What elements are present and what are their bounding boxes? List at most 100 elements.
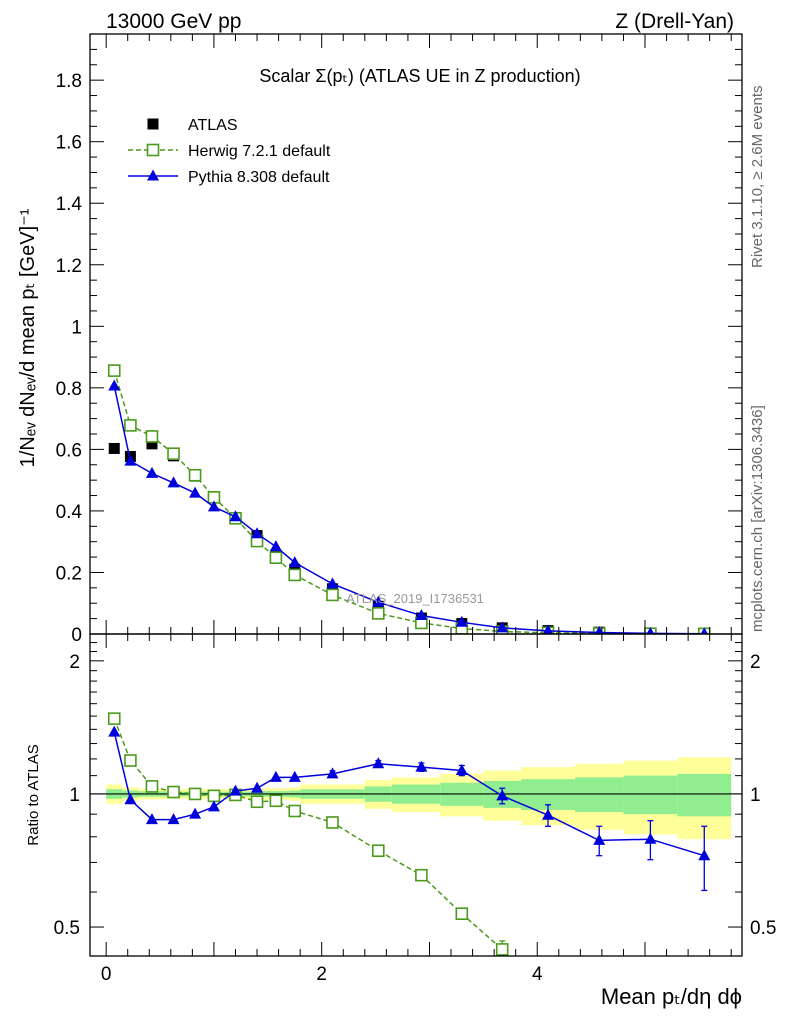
data-point [288, 556, 301, 568]
rivet-info: Rivet 3.1.10, ≥ 2.6M events [749, 86, 766, 269]
ratio-point [288, 770, 301, 782]
data-point [167, 447, 180, 460]
ratio-point [496, 789, 509, 801]
ratio-point [593, 833, 606, 845]
data-point [146, 438, 158, 450]
data-point [542, 624, 554, 634]
ratio-point [108, 725, 121, 737]
ratio-point [371, 844, 385, 858]
ratio-series-1 [108, 725, 711, 892]
mcplots-info: mcplots.cern.ch [arXiv:1306.3436] [749, 405, 766, 632]
legend-entry: Pythia 8.308 default [128, 169, 330, 186]
ratio-series [107, 712, 711, 996]
y-tick-label: 0.4 [56, 502, 83, 523]
legend: ATLAS Herwig 7.2.1 default Pythia 8.308 de… [128, 117, 331, 186]
data-point [326, 577, 339, 589]
y-tick-label: 0.8 [56, 379, 82, 400]
ratio-y-axis: 0.5 0.5 1 1 2 2 [54, 642, 776, 939]
ratio-point [145, 813, 158, 825]
y-tick-label: 0.6 [56, 440, 82, 461]
ratio-point [167, 785, 180, 799]
data-point [124, 454, 137, 466]
ratio-point [269, 794, 283, 808]
ratio-point [167, 813, 180, 825]
ratio-y-tick-label-right: 0.5 [750, 918, 776, 939]
ratio-point [124, 793, 137, 805]
legend-entry: Herwig 7.2.1 default [128, 143, 331, 160]
data-point [646, 626, 655, 634]
main-panel: 0 0.2 0.4 0.6 0.8 1 1.2 1.4 1.6 1.8 [56, 33, 743, 646]
ratio-point [269, 770, 282, 782]
header-left: 13000 GeV pp [106, 10, 241, 33]
legend-marker [146, 143, 160, 157]
ratio-point [326, 767, 339, 779]
ratio-point [124, 754, 137, 767]
x-tick-label: 4 [532, 964, 543, 985]
data-point [108, 379, 121, 391]
header-right: Z (Drell-Yan) [615, 10, 734, 33]
legend-label: Pythia 8.308 default [188, 169, 330, 186]
ratio-y-tick-label-right: 2 [750, 652, 761, 673]
data-point [288, 568, 302, 582]
data-point [455, 615, 468, 627]
data-point [371, 607, 385, 620]
data-point [594, 625, 604, 634]
band-inner [574, 777, 624, 813]
data-point [167, 476, 180, 488]
series-0 [108, 438, 710, 634]
ratio-point [372, 757, 385, 769]
ratio-point [229, 784, 242, 796]
ratio-point [207, 800, 220, 812]
x-axis: 0 2 4 [101, 34, 732, 985]
chart-title: Scalar Σ(pₜ) (ATLAS UE in Z production) [259, 66, 580, 86]
data-point [326, 588, 339, 602]
ratio-point [644, 832, 657, 844]
y-tick-label: 1.2 [56, 256, 82, 277]
data-point [189, 486, 202, 498]
ratio-point [415, 868, 428, 882]
ratio-panel: 0 2 4 0.5 0.5 1 1 2 2 [54, 34, 776, 996]
series-2 [108, 379, 708, 634]
ratio-point [251, 781, 264, 793]
legend-marker [147, 169, 159, 181]
y-axis-label-main: 1/Nₑᵥ dNₑᵥ/d mean pₜ [GeV]⁻¹ [17, 208, 39, 467]
band-inner [677, 773, 732, 817]
ratio-point [415, 760, 428, 772]
ratio-point [542, 808, 555, 820]
data-point [700, 627, 708, 634]
x-tick-label: 2 [316, 964, 327, 985]
ratio-y-tick-label-right: 1 [750, 785, 761, 806]
x-axis-label: Mean pₜ/dη dϕ [601, 984, 742, 1009]
ratio-point [698, 849, 711, 861]
data-point [372, 595, 385, 607]
ratio-y-tick-label: 0.5 [54, 918, 80, 939]
y-tick-label: 1.4 [56, 194, 83, 215]
watermark: ATLAS_2019_I1736531 [346, 591, 484, 606]
data-point [145, 466, 158, 478]
data-point [415, 609, 428, 621]
ratio-series-0 [107, 712, 554, 996]
ratio-point [543, 985, 554, 996]
data-point [145, 430, 159, 443]
y-tick-label: 1 [71, 317, 82, 338]
ratio-line [113, 718, 511, 956]
data-point [108, 442, 120, 454]
ratio-point [288, 804, 302, 818]
ratio-point [250, 795, 264, 809]
y-axis-label-ratio: Ratio to ATLAS [25, 744, 42, 845]
data-point [188, 468, 202, 482]
legend-marker [147, 118, 159, 130]
data-point [124, 419, 137, 432]
data-point [251, 527, 264, 539]
ratio-point [495, 943, 509, 956]
legend-label: ATLAS [188, 117, 238, 134]
ratio-y-tick-label: 1 [69, 785, 80, 806]
ratio-point [207, 789, 221, 803]
ratio-frame [89, 633, 743, 957]
y-tick-label: 1.8 [56, 71, 82, 92]
data-point [269, 551, 283, 564]
x-tick-label: 0 [101, 964, 112, 985]
data-point [496, 621, 509, 633]
ratio-point [107, 712, 121, 725]
